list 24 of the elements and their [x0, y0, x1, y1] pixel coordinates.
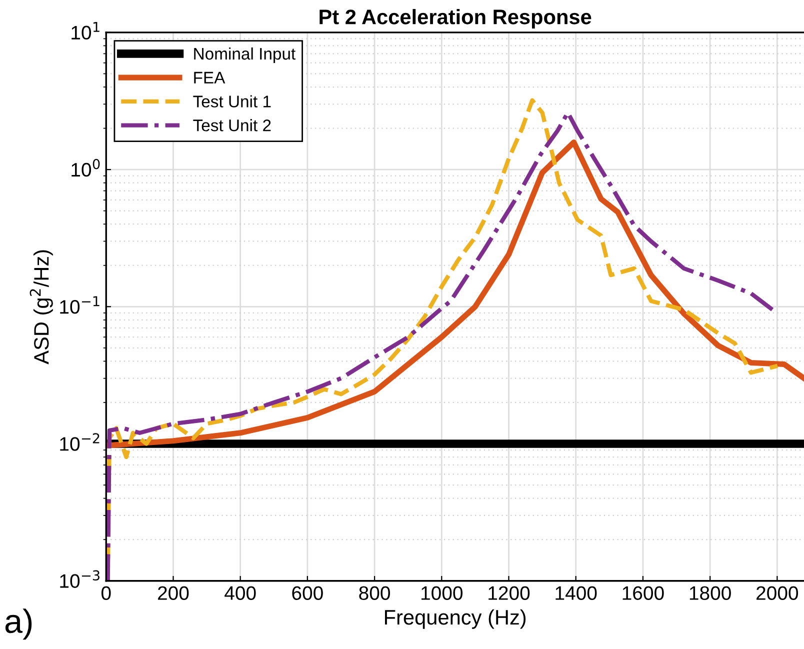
y-tick-label: 10$^{−3}$: [60, 570, 100, 588]
x-tick-label: 1600: [622, 586, 664, 600]
x-tick-label: 0: [101, 586, 111, 600]
x-axis-title: Frequency (Hz): [385, 609, 526, 629]
text: a): [5, 608, 32, 640]
legend-label: Test Unit 1: [193, 95, 271, 108]
x-tick-label: 1400: [556, 586, 597, 600]
y-tick-label: 10$^{−1}$: [60, 296, 100, 314]
y-tick-label: 10$^{0}$: [72, 158, 100, 177]
x-tick-label: 600: [292, 586, 323, 600]
x-tick-label: 1200: [488, 586, 530, 600]
chart-title: Pt 2 Acceleration Response: [320, 9, 592, 28]
legend-label: FEA: [194, 72, 226, 84]
x-tick-label: 800: [359, 586, 390, 600]
legend-label: Test Unit 2: [193, 119, 271, 132]
y-tick-label: 10$^{1}$: [72, 22, 100, 40]
x-tick-label: 200: [158, 586, 189, 600]
x-tick-label: 400: [224, 586, 256, 600]
x-tick-label: 1000: [422, 586, 463, 600]
y-axis-title: ASD (g$^{2}$/Hz): [30, 250, 53, 364]
x-tick-label: 2000: [756, 586, 798, 600]
x-tick-label: 1800: [690, 586, 731, 600]
legend-label: Nominal Input: [194, 47, 296, 63]
y-tick-label: 10$^{−2}$: [60, 433, 100, 451]
